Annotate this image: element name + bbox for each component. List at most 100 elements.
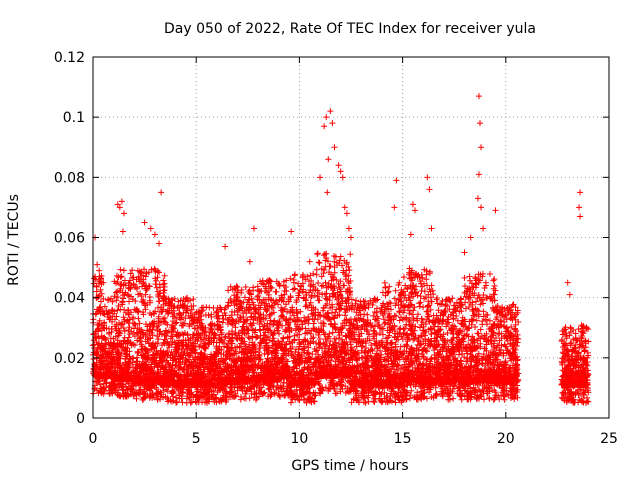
data-point (171, 303, 178, 310)
data-point (316, 259, 323, 266)
data-point (165, 295, 172, 302)
data-point (112, 333, 119, 340)
data-point (113, 280, 120, 287)
data-point (115, 302, 122, 309)
data-point (347, 251, 354, 258)
data-point (189, 334, 196, 341)
data-point (181, 302, 188, 309)
data-point (264, 351, 271, 358)
data-point (106, 351, 113, 358)
data-point (139, 283, 146, 290)
data-point (122, 393, 129, 400)
data-point (113, 272, 120, 279)
data-point (353, 297, 360, 304)
data-point (128, 369, 135, 376)
data-point (146, 394, 153, 401)
data-point (143, 287, 150, 294)
data-point (135, 349, 142, 356)
data-point (178, 338, 185, 345)
data-point (175, 381, 182, 388)
data-point (126, 285, 133, 292)
data-point (181, 378, 188, 385)
data-point (164, 321, 171, 328)
data-point (106, 330, 113, 337)
data-point (127, 386, 134, 393)
data-point (107, 295, 114, 302)
data-point (141, 363, 148, 370)
data-point (144, 336, 151, 343)
data-point (151, 318, 158, 325)
data-point (122, 347, 129, 354)
data-point (259, 277, 266, 284)
data-point (90, 355, 97, 362)
data-point (95, 325, 102, 332)
data-point (132, 361, 139, 368)
data-point (121, 316, 128, 323)
data-point (101, 325, 108, 332)
data-point (187, 352, 194, 359)
data-point (136, 326, 143, 333)
data-point (173, 363, 180, 370)
data-point (180, 296, 187, 303)
data-point (111, 293, 118, 300)
data-point (374, 296, 381, 303)
data-point (138, 269, 145, 276)
data-point (97, 286, 104, 293)
data-point (142, 393, 149, 400)
data-point (142, 291, 149, 298)
data-point (153, 389, 160, 396)
data-point (165, 366, 172, 373)
data-point (331, 258, 338, 265)
data-point (135, 308, 142, 315)
data-point (146, 321, 153, 328)
data-point (115, 349, 122, 356)
data-point (123, 383, 130, 390)
data-point (170, 318, 177, 325)
data-point (308, 335, 315, 342)
data-point (186, 323, 193, 330)
data-point (117, 355, 124, 362)
data-point (130, 274, 137, 281)
data-point (157, 347, 164, 354)
data-point (181, 348, 188, 355)
data-point (129, 267, 136, 274)
data-point (157, 396, 164, 403)
data-point (96, 317, 103, 324)
data-point (176, 395, 183, 402)
data-point (113, 321, 120, 328)
data-point (171, 295, 178, 302)
data-point (114, 294, 121, 301)
data-point (131, 320, 138, 327)
data-point (105, 296, 112, 303)
data-point (166, 298, 173, 305)
data-point (206, 304, 213, 311)
data-point (128, 293, 135, 300)
data-point (159, 358, 166, 365)
data-point (155, 336, 162, 343)
data-point (164, 339, 171, 346)
data-point (371, 399, 378, 406)
data-point (174, 304, 181, 311)
data-point (175, 349, 182, 356)
data-point (280, 334, 287, 341)
data-point (149, 332, 156, 339)
data-point (182, 315, 189, 322)
data-point (134, 390, 141, 397)
data-point (104, 372, 111, 379)
data-point (160, 306, 167, 313)
data-point (120, 295, 127, 302)
data-point (188, 314, 195, 321)
data-point (137, 337, 144, 344)
data-point (112, 344, 119, 351)
data-point (168, 398, 175, 405)
data-point (111, 308, 118, 315)
data-point (121, 277, 128, 284)
data-point (131, 333, 138, 340)
data-point (161, 272, 168, 279)
data-point (168, 390, 175, 396)
data-point (114, 307, 121, 314)
data-point (140, 280, 147, 287)
data-point (101, 311, 108, 318)
data-point (186, 352, 193, 359)
data-point (164, 374, 171, 381)
